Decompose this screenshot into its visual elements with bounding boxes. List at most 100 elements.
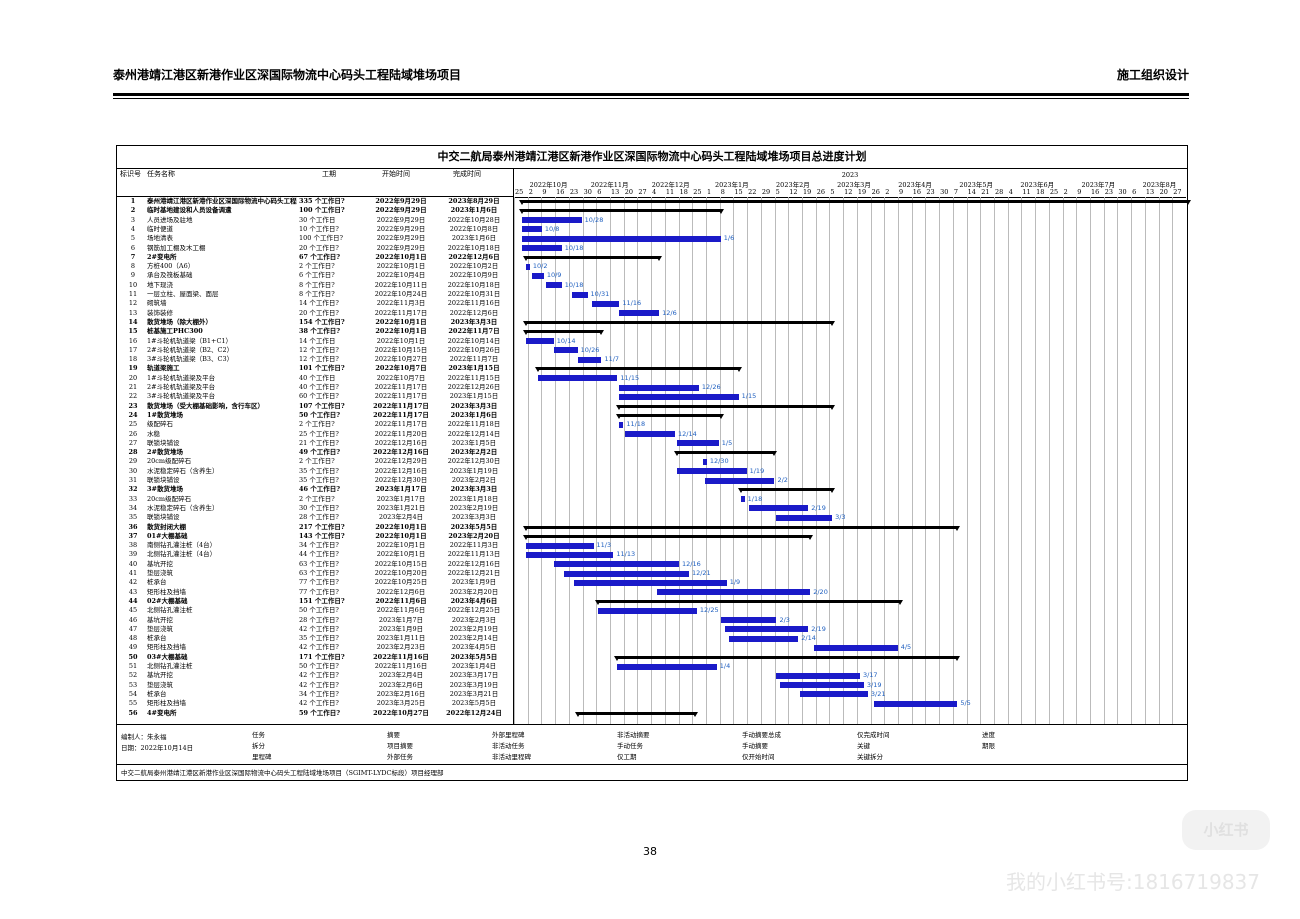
header-rule-thin bbox=[113, 98, 1189, 99]
task-name: 北侧钻孔灌注桩（4台） bbox=[147, 550, 217, 559]
grid-line bbox=[788, 197, 790, 724]
task-end: 2023年2月2日 bbox=[450, 448, 498, 457]
task-name: 矩形柱及挡墙 bbox=[147, 643, 186, 652]
task-end: 2023年1月4日 bbox=[451, 662, 497, 670]
task-end: 2022年10月31日 bbox=[447, 290, 501, 298]
task-bar bbox=[776, 514, 833, 521]
task-id: 12 bbox=[128, 299, 138, 308]
task-id: 55 bbox=[128, 699, 138, 708]
task-end: 2023年5月5日 bbox=[450, 652, 498, 661]
task-bar bbox=[800, 691, 868, 698]
task-bar bbox=[563, 570, 689, 577]
task-end: 2022年11月7日 bbox=[448, 327, 500, 336]
task-start: 2022年9月29日 bbox=[376, 224, 426, 233]
task-bar bbox=[619, 421, 624, 428]
task-name: 临时基地建设和人员设备调遣 bbox=[147, 206, 232, 215]
task-bar bbox=[677, 440, 719, 447]
task-name: 泰州港靖江港区新港作业区深国际物流中心码头工程陆域堆场项目 bbox=[147, 197, 297, 205]
task-name: 地下现浇 bbox=[147, 280, 173, 289]
task-end: 2022年11月3日 bbox=[449, 541, 499, 550]
task-duration: 42 个工作日? bbox=[299, 671, 339, 680]
bar-end-label: 2/3 bbox=[779, 615, 790, 624]
timescale-day: 11 bbox=[1022, 188, 1031, 196]
grid-line bbox=[1076, 197, 1078, 724]
task-start: 2022年11月6日 bbox=[375, 596, 427, 605]
task-duration: 46 个工作日? bbox=[299, 485, 341, 494]
task-start: 2022年9月29日 bbox=[376, 215, 426, 224]
bar-end-label: 5/5 bbox=[960, 699, 971, 708]
timescale-month: 2022年10月 bbox=[529, 181, 568, 189]
legend-item: 外部里程碑 bbox=[492, 731, 525, 739]
task-start: 2022年12月16日 bbox=[374, 466, 428, 475]
summary-bar bbox=[522, 320, 836, 326]
task-bar bbox=[873, 700, 958, 707]
bar-end-label: 1/15 bbox=[741, 392, 757, 401]
bar-end-label: 3/3 bbox=[835, 513, 846, 522]
task-name: 垫层浇筑 bbox=[147, 680, 173, 689]
task-name: 垫层浇筑 bbox=[147, 569, 173, 577]
task-duration: 34 个工作日? bbox=[299, 541, 339, 550]
task-start: 2022年11月16日 bbox=[373, 652, 429, 661]
task-start: 2023年1月17日 bbox=[375, 485, 427, 494]
task-row: 21 2#斗轮机轨道梁及平台 40 个工作日? 2022年11月17日 2022年12月… bbox=[117, 383, 513, 392]
task-end: 2022年11月16日 bbox=[447, 299, 501, 308]
task-row: 15 桩基施工PHC300 38 个工作日? 2022年10月1日 2022年11月7日 bbox=[117, 327, 513, 336]
task-id: 17 bbox=[128, 345, 138, 354]
task-bar bbox=[553, 347, 578, 354]
task-row: 11 一层立柱、屋面梁、面层 8 个工作日? 2022年10月24日 2022年10月3… bbox=[117, 290, 513, 299]
bar-end-label: 1/19 bbox=[749, 466, 765, 475]
task-name: 轨道梁施工 bbox=[147, 364, 180, 373]
timescale-month: 2023年3月 bbox=[837, 181, 871, 189]
grid-line bbox=[610, 197, 611, 724]
task-row: 46 基坑开挖 28 个工作日? 2023年1月7日 2023年2月3日 bbox=[117, 616, 513, 625]
task-row: 27 联锁块铺设 21 个工作日? 2022年12月16日 2023年1月5日 bbox=[117, 439, 513, 448]
timescale-day: 14 bbox=[967, 188, 976, 196]
task-duration: 77 个工作日? bbox=[299, 578, 339, 587]
task-id: 40 bbox=[128, 559, 138, 568]
timescale: 2023 25 2 9 16 23 30 6 13 20 27 4 11 18 25 1 8 15 22 29 5 12… bbox=[514, 169, 1186, 198]
task-id: 30 bbox=[128, 466, 138, 475]
grid-line bbox=[747, 197, 749, 724]
task-id: 28 bbox=[128, 448, 138, 457]
task-end: 2023年3月3日 bbox=[451, 513, 497, 522]
grid-line bbox=[1117, 197, 1119, 724]
task-duration: 8 个工作日? bbox=[299, 280, 335, 289]
task-duration: 6 个工作日? bbox=[299, 271, 335, 280]
grid-line bbox=[637, 197, 639, 724]
task-duration: 101 个工作日? bbox=[299, 364, 345, 373]
timescale-day: 28 bbox=[995, 188, 1004, 196]
task-start: 2022年9月29日 bbox=[376, 243, 426, 252]
task-name: 矩形柱及挡墙 bbox=[147, 587, 186, 596]
timescale-month: 2022年11月 bbox=[590, 181, 629, 189]
grid-line bbox=[939, 197, 941, 724]
task-end: 2023年1月15日 bbox=[449, 392, 499, 401]
grid-line bbox=[582, 197, 584, 724]
task-end: 2023年2月20日 bbox=[448, 531, 500, 540]
timescale-day: 30 bbox=[583, 188, 592, 196]
timescale-month: 2023年4月 bbox=[898, 181, 932, 189]
timescale-day: 7 bbox=[953, 188, 958, 196]
legend-item: 期限 bbox=[982, 742, 995, 750]
legend-item: 摘要 bbox=[387, 731, 400, 739]
task-id: 35 bbox=[128, 513, 138, 522]
task-bar bbox=[728, 635, 799, 642]
task-end: 2023年3月3日 bbox=[450, 485, 498, 494]
task-start: 2022年11月20日 bbox=[374, 429, 428, 438]
task-name: 2#变电所 bbox=[147, 252, 177, 261]
task-end: 2023年2月19日 bbox=[449, 624, 499, 633]
task-duration: 60 个工作日? bbox=[299, 392, 339, 401]
bar-end-label: 10/31 bbox=[590, 290, 610, 298]
task-row: 22 3#斗轮机轨道梁及平台 60 个工作日? 2022年11月17日 2023年1月1… bbox=[117, 392, 513, 401]
task-id: 43 bbox=[128, 587, 138, 596]
task-row: 50 03#大棚基础 171 个工作日? 2022年11月16日 2023年5月5日 bbox=[117, 653, 513, 662]
task-end: 2023年1月5日 bbox=[451, 438, 497, 447]
timescale-day: 13 bbox=[1145, 188, 1155, 196]
task-start: 2022年11月17日 bbox=[374, 383, 428, 391]
task-duration: 35 个工作日? bbox=[299, 634, 339, 643]
timescale-day: 9 bbox=[1077, 188, 1082, 196]
task-row: 44 02#大棚基础 151 个工作日? 2022年11月6日 2023年4月6日 bbox=[117, 597, 513, 606]
legend-item: 里程碑 bbox=[252, 753, 272, 761]
timescale-month: 2023年1月 bbox=[714, 181, 749, 189]
task-bar bbox=[720, 617, 777, 623]
col-head-name: 任务名称 bbox=[147, 170, 175, 178]
